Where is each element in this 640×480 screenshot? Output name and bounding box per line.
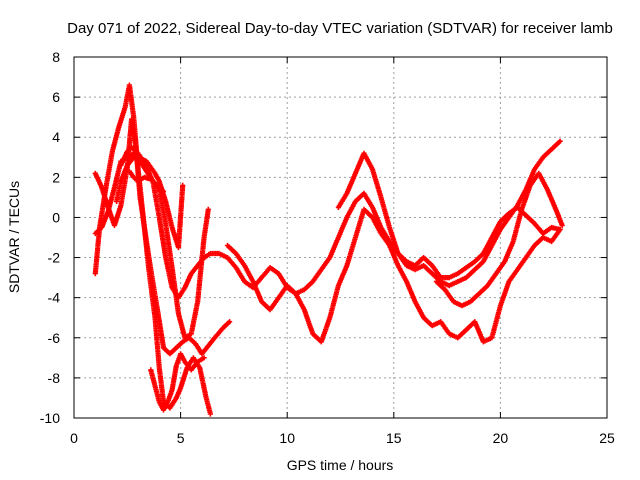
marker-track — [433, 170, 565, 309]
x-tick-label: 5 — [177, 430, 185, 446]
series-trace-9 — [335, 138, 563, 289]
series-trace-10 — [433, 170, 565, 309]
series-trace-3 — [92, 150, 563, 301]
x-tick-label: 15 — [386, 430, 402, 446]
chart-title: Day 071 of 2022, Sidereal Day-to-day VTE… — [67, 20, 613, 37]
axis-ticks: 0 5 10 15 20 25 -10 -8 -6 -4 -2 0 2 4 6 8 — [40, 49, 615, 446]
x-axis-label: GPS time / hours — [287, 457, 394, 473]
series-trace-5 — [118, 144, 186, 251]
plot-frame — [73, 56, 608, 419]
x-tick-label: 20 — [493, 430, 509, 446]
marker-track — [126, 168, 167, 194]
y-tick-label: -6 — [48, 330, 61, 346]
series-trace-8 — [224, 206, 563, 345]
y-tick-label: -8 — [48, 370, 61, 386]
series-trace-7 — [148, 351, 207, 413]
x-tick-label: 25 — [599, 430, 615, 446]
y-tick-label: -2 — [48, 250, 61, 266]
series-trace-6 — [126, 168, 167, 194]
marker-track — [224, 206, 563, 345]
y-tick-label: 8 — [52, 49, 60, 65]
marker-track — [148, 351, 207, 413]
y-axis-label: SDTVAR / TECUs — [6, 181, 22, 293]
data-series — [92, 82, 565, 417]
x-tick-label: 0 — [70, 430, 78, 446]
y-tick-label: 2 — [52, 169, 60, 185]
grid — [74, 57, 607, 418]
marker-track — [335, 138, 563, 289]
y-tick-label: 6 — [52, 89, 60, 105]
y-tick-label: 0 — [52, 209, 60, 225]
y-tick-label: -10 — [40, 410, 60, 426]
x-tick-label: 10 — [279, 430, 295, 446]
marker-track — [118, 144, 186, 251]
marker-track — [92, 150, 563, 301]
y-tick-label: -4 — [48, 290, 61, 306]
y-tick-label: 4 — [52, 129, 60, 145]
